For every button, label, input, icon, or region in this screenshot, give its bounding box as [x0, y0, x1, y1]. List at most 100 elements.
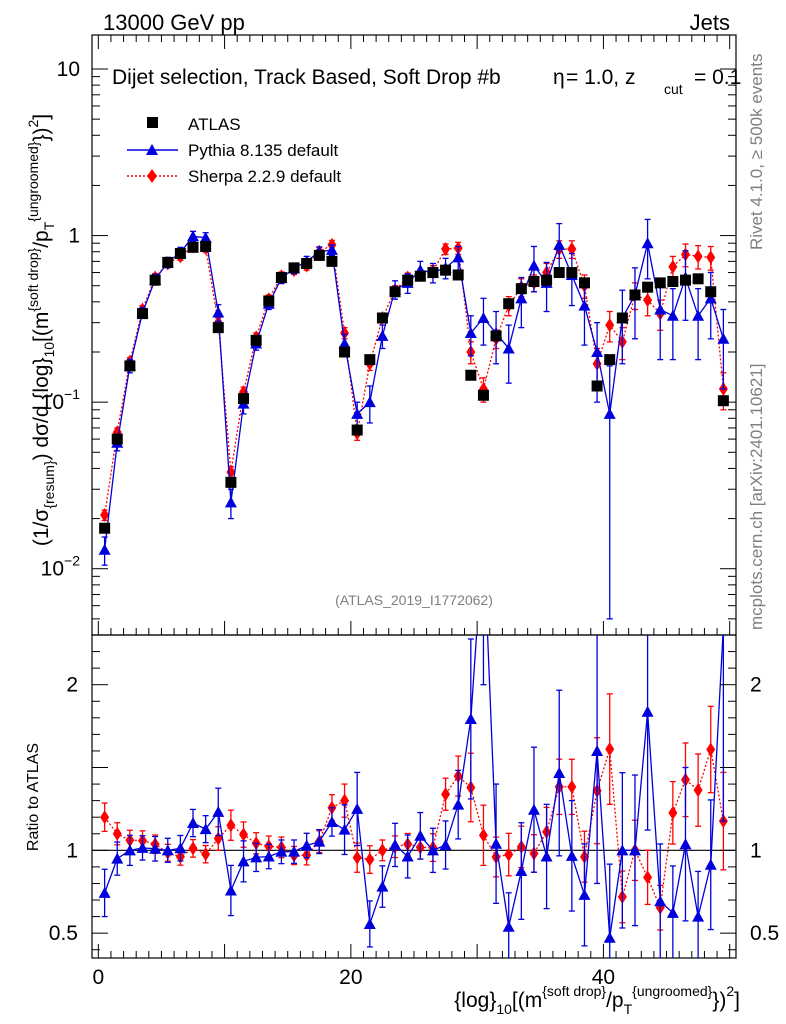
atlas-point: [629, 289, 641, 301]
pythia-main-point: [578, 299, 591, 311]
sherpa-ratio-point: [478, 828, 488, 843]
pythia-ratio-point: [692, 910, 705, 922]
side-text-bottom: mcplots.cern.ch [arXiv:2401.10621]: [747, 364, 766, 630]
atlas-point: [339, 346, 351, 358]
atlas-point: [667, 275, 679, 287]
legend-marker-sherpa: [147, 169, 157, 183]
pythia-ratio-point: [313, 835, 326, 847]
sherpa-main-point: [643, 293, 653, 308]
atlas-point: [604, 354, 616, 366]
pythia-main-point: [603, 407, 616, 419]
atlas-point: [137, 308, 149, 320]
pythia-ratio-point: [477, 528, 489, 539]
sherpa-ratio-point: [643, 870, 653, 885]
atlas-point: [174, 248, 186, 260]
sherpa-ratio-point: [352, 850, 362, 865]
atlas-point: [250, 334, 262, 346]
legend: ATLAS Pythia 8.135 default Sherpa 2.2.9 …: [127, 115, 341, 186]
pythia-ratio-point: [616, 844, 629, 856]
atlas-point: [275, 272, 287, 284]
sherpa-ratio-point: [504, 847, 514, 862]
sherpa-ratio-point: [377, 843, 387, 858]
pythia-ratio-point: [98, 886, 111, 898]
pythia-main-point: [224, 496, 237, 508]
pythia-ratio-point: [654, 895, 667, 907]
atlas-point: [452, 269, 464, 281]
pythia-ratio-point: [591, 744, 604, 756]
pythia-main-point: [338, 337, 351, 349]
pythia-ratio-line: [104, 635, 724, 938]
atlas-point: [313, 249, 325, 261]
ratio-tick-label-right: 1: [750, 839, 762, 862]
side-text-top: Rivet 4.1.0, ≥ 500k events: [747, 54, 766, 250]
atlas-point: [200, 240, 212, 252]
atlas-point: [99, 522, 111, 534]
atlas-point: [654, 277, 666, 289]
pythia-main-point: [704, 292, 717, 304]
atlas-point: [263, 295, 275, 307]
pythia-main-point: [212, 306, 225, 318]
pythia-main-point: [591, 346, 604, 358]
pythia-main-point: [527, 259, 540, 271]
pythia-main-point: [553, 238, 566, 250]
pythia-ratio-point: [161, 844, 174, 856]
y-tick-label: 10−1: [41, 386, 81, 414]
pythia-ratio-point: [565, 849, 578, 861]
pythia-ratio-point: [426, 844, 439, 856]
pythia-ratio-point: [578, 888, 591, 900]
pythia-main-point: [464, 327, 477, 339]
pythia-ratio-point: [414, 829, 427, 841]
atlas-point: [642, 281, 654, 293]
atlas-point: [212, 322, 224, 334]
atlas-point: [503, 298, 515, 310]
atlas-point: [717, 395, 729, 407]
pythia-main-point: [515, 292, 528, 304]
y-tick-label: 10−2: [41, 553, 81, 581]
ratio-plot: [92, 528, 736, 958]
pythia-ratio-point: [300, 839, 313, 851]
pythia-ratio-point: [641, 705, 654, 717]
sherpa-main-point: [706, 250, 716, 265]
atlas-point: [389, 286, 401, 298]
atlas-point: [679, 274, 691, 286]
pythia-ratio-point: [250, 851, 263, 863]
pythia-ratio-point: [199, 823, 212, 835]
sherpa-ratio-point: [567, 779, 577, 794]
ratio-tick-label-left: 0.5: [49, 922, 78, 945]
sherpa-ratio-point: [226, 818, 236, 833]
ratio-tick-label-right: 2: [750, 674, 762, 697]
pythia-ratio-point: [464, 712, 477, 724]
axis-ticks: [92, 35, 736, 958]
x-tick-label: 20: [339, 966, 362, 989]
pythia-ratio-point: [527, 803, 540, 815]
pythia-ratio-point: [111, 852, 124, 864]
sherpa-ratio-point: [201, 847, 211, 862]
atlas-point: [124, 360, 136, 372]
atlas-point: [465, 369, 477, 381]
atlas-point: [553, 267, 565, 279]
atlas-point: [326, 255, 338, 267]
pythia-ratio-point: [704, 858, 717, 870]
pythia-ratio-point: [502, 920, 515, 932]
atlas-point: [616, 312, 628, 324]
atlas-point: [301, 257, 313, 269]
pythia-main-point: [502, 342, 515, 354]
pythia-main-point: [452, 251, 465, 263]
legend-label-atlas: ATLAS: [188, 115, 241, 134]
pythia-ratio-point: [717, 620, 729, 631]
pythia-ratio-point: [452, 798, 465, 810]
sherpa-ratio-point: [706, 742, 716, 757]
atlas-point: [225, 476, 237, 488]
header-left: 13000 GeV pp: [103, 10, 245, 35]
legend-marker-atlas: [147, 117, 158, 128]
atlas-point: [402, 274, 414, 286]
atlas-point: [515, 283, 527, 295]
pythia-main-point: [199, 231, 212, 243]
chart-title-eta: η: [553, 66, 565, 89]
pythia-main-point: [654, 303, 667, 315]
pythia-main-point: [666, 309, 679, 321]
atlas-point: [364, 354, 376, 366]
legend-marker-pythia: [146, 144, 158, 155]
pythia-ratio-point: [288, 845, 301, 857]
